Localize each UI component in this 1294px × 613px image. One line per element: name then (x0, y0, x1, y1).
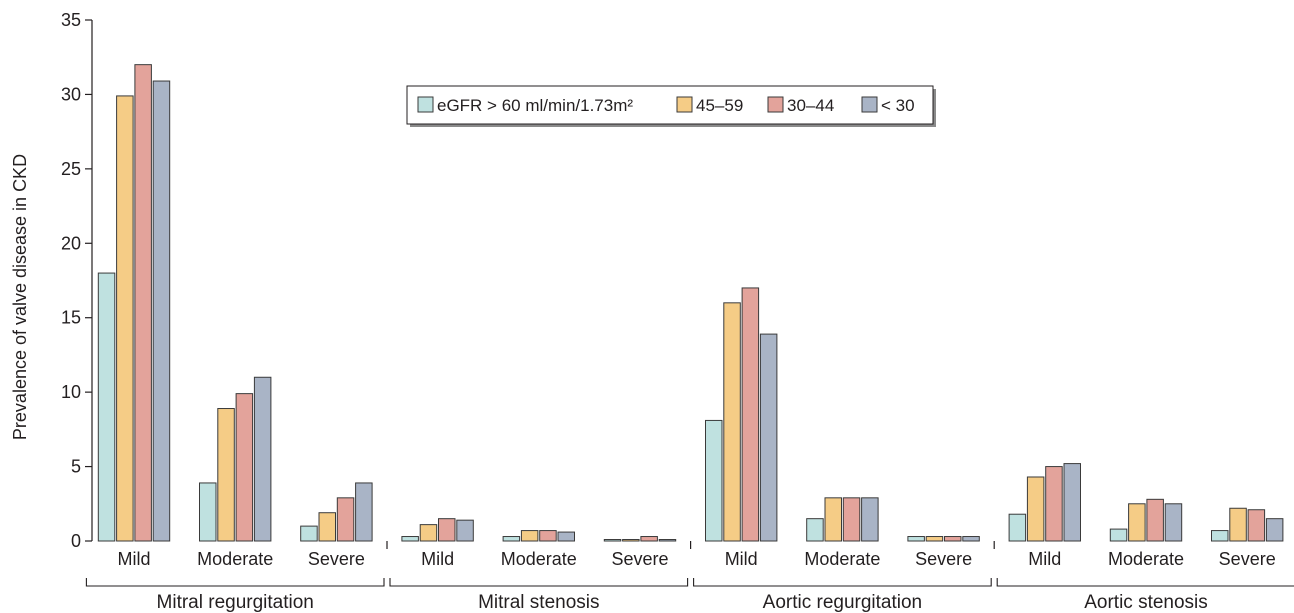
x-tick-label: Moderate (197, 549, 273, 569)
bar (199, 482, 217, 542)
bar (658, 539, 677, 542)
bar (925, 536, 944, 542)
x-tick-label: Mild (117, 549, 150, 569)
legend-swatch (676, 96, 693, 113)
group-label: Mitral stenosis (478, 592, 599, 613)
y-tick-label: 0 (71, 531, 81, 551)
group-label: Aortic regurgitation (763, 592, 922, 613)
group-label: Aortic stenosis (1084, 592, 1208, 613)
bar (300, 525, 318, 542)
bar (1045, 466, 1063, 542)
bar (134, 64, 152, 542)
x-tick-label: Moderate (501, 549, 577, 569)
x-tick-label: Severe (611, 549, 668, 569)
bar (355, 482, 373, 542)
bar (1026, 476, 1045, 542)
legend-label: 45–59 (696, 96, 743, 115)
x-tick-label: Severe (1219, 549, 1276, 569)
legend: eGFR > 60 ml/min/1.73m² 45–59 30–44 < 30 (406, 85, 936, 127)
bar (962, 536, 980, 542)
bar (253, 376, 272, 542)
bar (419, 524, 438, 542)
y-tick-label: 25 (61, 159, 81, 179)
x-tick-label: Mild (725, 549, 758, 569)
y-tick-label: 35 (61, 10, 81, 30)
y-tick-label: 10 (61, 382, 81, 402)
x-tick-label: Mild (1028, 549, 1061, 569)
y-tick-label: 5 (71, 457, 81, 477)
bar (861, 497, 879, 542)
bar (520, 530, 539, 542)
y-axis-label: Prevalence of valve disease in CKD (10, 154, 30, 440)
group-bracket (693, 578, 992, 587)
y-tick-label: 30 (61, 84, 81, 104)
bar (97, 272, 116, 542)
bar (438, 518, 456, 542)
group-bracket (996, 578, 1294, 587)
bar (640, 536, 658, 542)
bar (842, 497, 861, 542)
group-label: Mitral regurgitation (157, 592, 314, 613)
group-bracket (85, 578, 385, 587)
bar (603, 539, 622, 542)
bar (502, 536, 521, 542)
bar (1109, 528, 1128, 542)
bar (557, 531, 575, 542)
bar (944, 536, 962, 542)
bar (1128, 503, 1146, 542)
legend-swatch (417, 96, 434, 113)
y-tick-label: 15 (61, 308, 81, 328)
group-bracket (389, 578, 689, 587)
bar (1211, 530, 1229, 542)
legend-label: 30–44 (787, 96, 834, 115)
bar (235, 393, 254, 542)
bar (336, 497, 355, 542)
bar (759, 333, 778, 542)
bar (806, 518, 824, 542)
legend-swatch (861, 96, 878, 113)
bar (741, 287, 760, 542)
bar (1229, 507, 1247, 542)
legend-swatch (767, 96, 784, 113)
bar (318, 512, 336, 542)
bar (116, 95, 134, 542)
x-tick-label: Mild (421, 549, 454, 569)
bar (401, 536, 419, 542)
bar (539, 530, 557, 542)
y-axis: 0 5 10 15 20 25 30 35 (61, 10, 93, 551)
bar (824, 497, 842, 542)
bar (1164, 503, 1183, 542)
x-axis: Mild Moderate Severe Mitral regurgitation Mi… (85, 541, 1294, 613)
x-tick-label: Moderate (804, 549, 880, 569)
bar (1265, 518, 1284, 542)
x-tick-label: Severe (915, 549, 972, 569)
bar (723, 302, 741, 542)
legend-box (406, 85, 934, 125)
bar (705, 419, 723, 542)
legend-label: < 30 (881, 96, 915, 115)
bar (1008, 513, 1027, 542)
bar (1146, 498, 1164, 542)
bars (97, 64, 1284, 542)
x-tick-label: Severe (308, 549, 365, 569)
bar (1063, 463, 1081, 542)
bar (217, 408, 235, 542)
bar (152, 80, 171, 542)
y-tick-label: 20 (61, 233, 81, 253)
bar (622, 539, 640, 542)
legend-label: eGFR > 60 ml/min/1.73m² (437, 96, 633, 115)
bar (1247, 509, 1266, 542)
x-tick-label: Moderate (1108, 549, 1184, 569)
bar (456, 519, 474, 542)
bar (907, 536, 925, 542)
